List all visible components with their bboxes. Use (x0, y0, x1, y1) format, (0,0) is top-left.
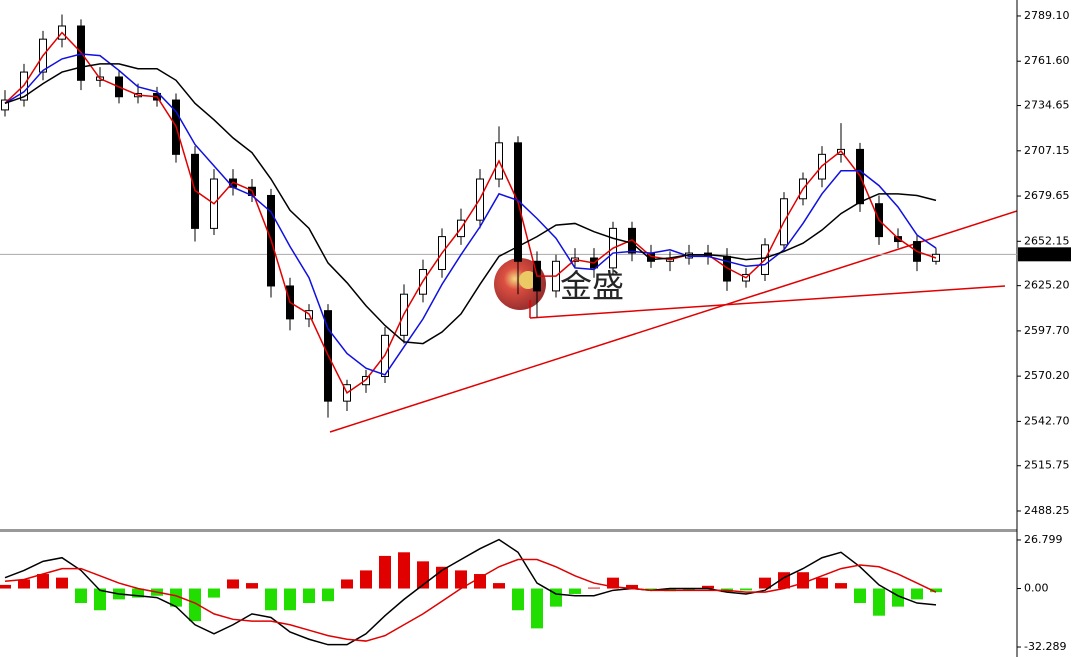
panel-separator (0, 529, 1017, 532)
y-tick-label: 2679.65 (1024, 189, 1070, 202)
histogram-bar (208, 588, 220, 598)
histogram-bar (56, 577, 68, 589)
y-tick-label: 2789.10 (1024, 9, 1070, 22)
y-tick-label: 2570.20 (1024, 369, 1070, 382)
y-tick-label: -32.289 (1024, 640, 1066, 653)
histogram-bar (873, 588, 885, 616)
histogram-bar (607, 577, 619, 589)
histogram-bar (892, 588, 904, 607)
histogram-bar (265, 588, 277, 611)
histogram-bar (759, 577, 771, 589)
histogram-bar (379, 555, 391, 589)
y-tick-label: 2707.15 (1024, 144, 1070, 157)
y-tick-label: 2625.20 (1024, 279, 1070, 292)
trend-line (529, 285, 1006, 319)
trend-line (329, 210, 1018, 433)
histogram-bar (569, 588, 581, 594)
histogram-bar (588, 587, 600, 589)
histogram-bar (18, 579, 30, 589)
y-tick-label: 2761.60 (1024, 54, 1070, 67)
histogram-bar (816, 577, 828, 589)
logo-dot (519, 271, 537, 289)
histogram-bar (835, 583, 847, 589)
histogram-bar (683, 588, 695, 591)
y-tick-label: 2597.70 (1024, 324, 1070, 337)
histogram-bar (531, 588, 543, 629)
histogram-bar (474, 574, 486, 589)
y-tick-label: 2652.15 (1024, 234, 1070, 247)
y-tick-label: 2734.65 (1024, 99, 1070, 112)
histogram-bar (493, 583, 505, 589)
y-tick-label: 2542.70 (1024, 414, 1070, 427)
histogram-bar (702, 585, 714, 589)
histogram-bar (246, 583, 258, 589)
indicator-line (4, 538, 937, 646)
histogram-bar (303, 588, 315, 604)
indicator-line (4, 31, 937, 395)
indicator-line (4, 558, 937, 642)
histogram-bar (626, 584, 638, 589)
histogram-bar (930, 588, 942, 593)
y-tick-label: 0.00 (1024, 582, 1049, 595)
histogram-bar (322, 588, 334, 602)
indicator-line (4, 63, 937, 345)
histogram-bar (132, 588, 144, 598)
last-price-tag: 2644.24 (1018, 247, 1071, 262)
histogram-bar (455, 570, 467, 589)
watermark-text: 金盛 (560, 267, 624, 305)
last-price-box (1018, 247, 1071, 262)
histogram-bar (227, 579, 239, 589)
histogram-bar (854, 588, 866, 604)
histogram-bar (0, 584, 11, 589)
histogram-bar (284, 588, 296, 611)
histogram-bar (398, 552, 410, 589)
histogram-bar (170, 588, 182, 607)
histogram-bar (360, 570, 372, 589)
histogram-bar (341, 579, 353, 589)
y-tick-label: 26.799 (1024, 533, 1063, 546)
histogram-bar (37, 574, 49, 589)
y-tick-label: 2515.75 (1024, 459, 1070, 472)
histogram-bar (911, 588, 923, 600)
histogram-bar (512, 588, 524, 611)
candle-body (1, 99, 9, 111)
histogram-bar (94, 588, 106, 611)
histogram-bar (189, 588, 201, 622)
histogram-bar (75, 588, 87, 604)
y-tick-label: 2488.25 (1024, 504, 1070, 517)
histogram-bar (645, 588, 657, 591)
histogram-bar (797, 572, 809, 589)
histogram-bar (740, 588, 752, 591)
last-price-label: 2644.24 (1021, 247, 1067, 260)
